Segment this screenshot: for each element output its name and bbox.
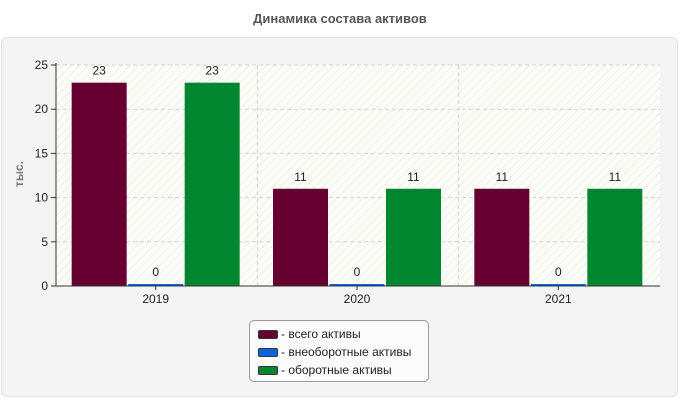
bar [530, 284, 586, 286]
chart-legend: - всего активы - внеоборотные активы - обо… [249, 320, 429, 382]
bar-data-label: 0 [555, 265, 562, 279]
bar [184, 82, 240, 287]
legend-swatch [258, 329, 278, 339]
grid-lines [56, 64, 660, 286]
bar [128, 284, 184, 286]
labels: 0 5 10 15 20 25 23 0 23 2019 11 0 11 2020 11 0 11 2021 [35, 58, 622, 306]
bar-data-label: 11 [294, 170, 307, 184]
bar-data-label: 11 [496, 170, 509, 184]
bar [329, 284, 385, 286]
bar-data-label: 11 [407, 170, 420, 184]
legend-item: - оборотные активы [258, 361, 428, 379]
x-tick-label: 2021 [545, 292, 572, 306]
legend-swatch [258, 365, 278, 375]
bar-data-label: 23 [205, 64, 219, 78]
bar [474, 188, 530, 286]
y-tick-label: 20 [35, 102, 49, 116]
y-tick-label: 25 [35, 58, 49, 72]
legend-item: - всего активы [258, 325, 428, 343]
x-tick-label: 2019 [142, 292, 169, 306]
bar-data-label: 0 [152, 265, 159, 279]
y-tick-label: 5 [41, 235, 48, 249]
x-tick-label: 2020 [344, 292, 371, 306]
bar [71, 82, 127, 287]
bar [386, 188, 441, 286]
legend-label: - внеоборотные активы [281, 345, 412, 359]
y-axis-label: тыс. [12, 161, 26, 187]
axes [51, 63, 660, 290]
legend-swatch [258, 347, 278, 357]
bars [71, 82, 643, 287]
bar [273, 188, 328, 286]
chart-title: Динамика состава активов [253, 11, 427, 26]
bar-data-label: 0 [354, 265, 361, 279]
plot-area [56, 65, 660, 286]
legend-label: - оборотные активы [281, 363, 392, 377]
bar [587, 188, 643, 286]
y-tick-label: 15 [35, 146, 49, 160]
bar-data-label: 23 [92, 64, 106, 78]
y-tick-label: 10 [35, 191, 49, 205]
y-tick-label: 0 [41, 279, 48, 293]
legend-item: - внеоборотные активы [258, 343, 428, 361]
bar-data-label: 11 [609, 170, 622, 184]
legend-label: - всего активы [281, 327, 361, 341]
